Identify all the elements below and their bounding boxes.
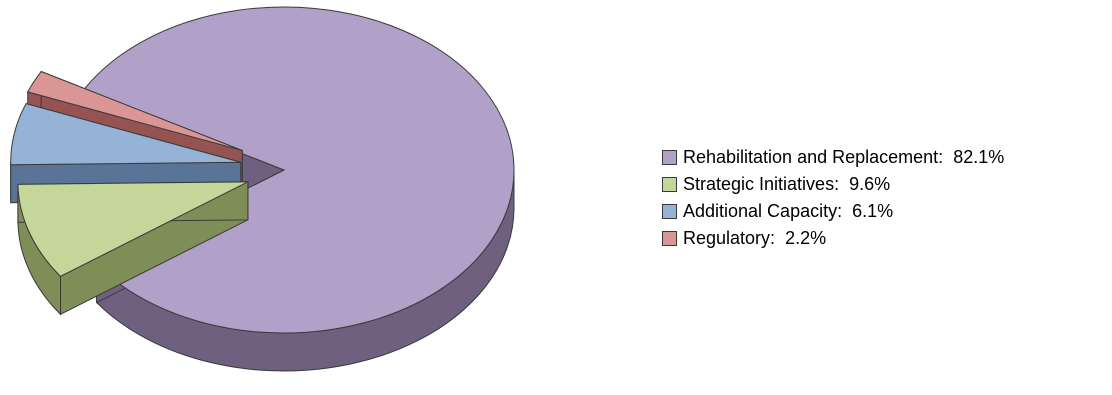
legend-swatch-additional-capacity: [662, 204, 677, 219]
legend-value-regulatory: 2.2%: [785, 228, 827, 248]
legend-value-rehabilitation: 82.1%: [953, 147, 1005, 167]
slice-top-0: [82, 6, 515, 334]
legend-label-regulatory: Regulatory: [683, 228, 771, 248]
legend-sep-regulatory: :: [770, 228, 786, 248]
legend-label-additional-capacity: Additional Capacity: [683, 201, 838, 221]
legend-item-strategic: Strategic Initiatives: 9.6%: [662, 171, 1004, 198]
legend-item-rehabilitation: Rehabilitation and Replacement: 82.1%: [662, 144, 1004, 171]
legend-swatch-strategic: [662, 177, 677, 192]
legend-sep-strategic: :: [834, 174, 850, 194]
legend-item-additional-capacity: Additional Capacity: 6.1%: [662, 198, 1004, 225]
legend-sep-rehabilitation: :: [938, 147, 954, 167]
legend-sep-additional-capacity: :: [837, 201, 853, 221]
slice-top-1: [17, 181, 249, 277]
slice-top-3: [26, 70, 243, 152]
legend: Rehabilitation and Replacement: 82.1% St…: [662, 144, 1004, 252]
legend-swatch-regulatory: [662, 231, 677, 246]
legend-swatch-rehabilitation: [662, 150, 677, 165]
legend-value-additional-capacity: 6.1%: [852, 201, 894, 221]
legend-label-strategic: Strategic Initiatives: [683, 174, 835, 194]
legend-item-regulatory: Regulatory: 2.2%: [662, 225, 1004, 252]
legend-label-rehabilitation: Rehabilitation and Replacement: [683, 147, 939, 167]
legend-value-strategic: 9.6%: [849, 174, 891, 194]
slice-top-2: [10, 103, 241, 166]
